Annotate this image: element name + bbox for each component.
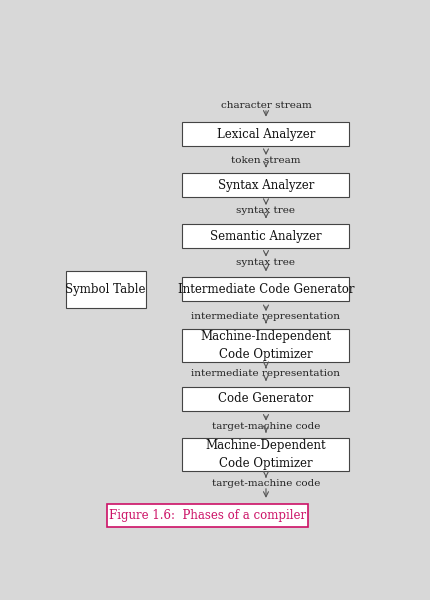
Text: target-machine code: target-machine code — [211, 422, 319, 431]
FancyBboxPatch shape — [182, 122, 349, 146]
Text: syntax tree: syntax tree — [236, 206, 295, 215]
FancyBboxPatch shape — [182, 173, 349, 197]
FancyBboxPatch shape — [107, 505, 307, 527]
FancyBboxPatch shape — [182, 386, 349, 410]
FancyBboxPatch shape — [182, 438, 349, 471]
Text: token stream: token stream — [230, 156, 300, 165]
Text: Lexical Analyzer: Lexical Analyzer — [216, 128, 314, 141]
Text: Code Generator: Code Generator — [218, 392, 313, 405]
Text: syntax tree: syntax tree — [236, 258, 295, 267]
FancyBboxPatch shape — [182, 224, 349, 248]
Text: character stream: character stream — [220, 101, 310, 110]
Text: Syntax Analyzer: Syntax Analyzer — [217, 179, 313, 191]
Text: Figure 1.6:  Phases of a compiler: Figure 1.6: Phases of a compiler — [109, 509, 305, 522]
Text: intermediate representation: intermediate representation — [191, 369, 340, 378]
Text: Semantic Analyzer: Semantic Analyzer — [210, 230, 321, 242]
Text: target-machine code: target-machine code — [211, 479, 319, 488]
FancyBboxPatch shape — [182, 329, 349, 362]
Text: Machine-Dependent
Code Optimizer: Machine-Dependent Code Optimizer — [205, 439, 326, 470]
FancyBboxPatch shape — [182, 277, 349, 301]
Text: Intermediate Code Generator: Intermediate Code Generator — [177, 283, 353, 296]
Text: intermediate representation: intermediate representation — [191, 313, 340, 322]
FancyBboxPatch shape — [65, 271, 145, 308]
Text: Symbol Table: Symbol Table — [65, 283, 146, 296]
Text: Machine-Independent
Code Optimizer: Machine-Independent Code Optimizer — [200, 330, 331, 361]
